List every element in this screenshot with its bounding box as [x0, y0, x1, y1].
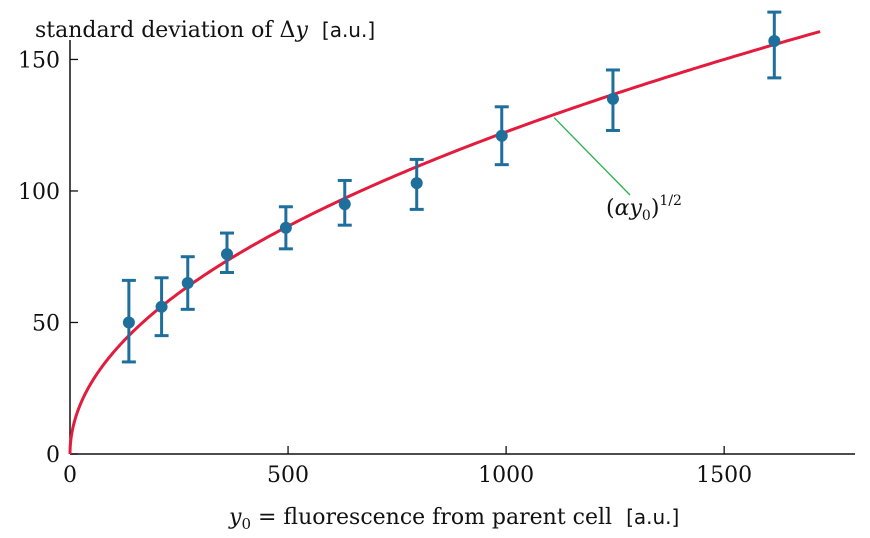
y-tick-label: 150 — [18, 48, 60, 73]
y-ticks: 0 50 100 150 — [18, 48, 78, 468]
data-point — [768, 35, 781, 48]
y-tick-label: 100 — [18, 180, 60, 205]
annotation-label: (αy0)1/2 — [606, 193, 682, 224]
data-point — [221, 248, 233, 261]
x-axis-title-var: y — [228, 505, 242, 530]
y-axis-title-var: y — [294, 18, 308, 43]
y-axis-title-prefix: standard deviation of Δ — [35, 18, 295, 43]
annotation-open: ( — [606, 196, 615, 221]
data-point — [279, 221, 292, 234]
y-axis-title: standard deviation of Δy [a.u.] — [35, 18, 375, 43]
x-axis-title-text: = fluorescence from parent cell — [251, 505, 612, 530]
y-axis-title-unit: [a.u.] — [322, 18, 375, 42]
annotation-exponent: 1/2 — [659, 193, 682, 209]
errorbars — [121, 10, 782, 364]
x-tick-label: 1000 — [478, 463, 534, 488]
x-axis-title-unit: [a.u.] — [626, 505, 679, 529]
annotation-pointer — [553, 117, 631, 196]
fit-curve — [68, 30, 821, 455]
data-point — [410, 177, 423, 190]
x-axis-title-sub: 0 — [241, 515, 251, 533]
annotation-alpha: α — [615, 196, 630, 221]
data-point — [122, 316, 135, 329]
x-tick-label: 500 — [267, 463, 309, 488]
y-tick-label: 0 — [46, 443, 60, 468]
x-tick-label: 1500 — [696, 463, 752, 488]
annotation-sub: 0 — [642, 208, 651, 224]
data-point — [338, 198, 351, 211]
data-point — [606, 92, 619, 105]
x-tick-label: 0 — [63, 463, 77, 488]
data-point — [181, 277, 194, 290]
x-ticks: 0 500 1000 1500 — [63, 446, 752, 488]
y-tick-label: 50 — [32, 311, 60, 336]
data-point — [155, 300, 168, 313]
annotation-close: ) — [651, 196, 660, 221]
annotation-var: y — [628, 196, 642, 221]
data-point — [495, 129, 508, 142]
x-axis-title: y0 = fluorescence from parent cell [a.u.] — [228, 505, 679, 533]
